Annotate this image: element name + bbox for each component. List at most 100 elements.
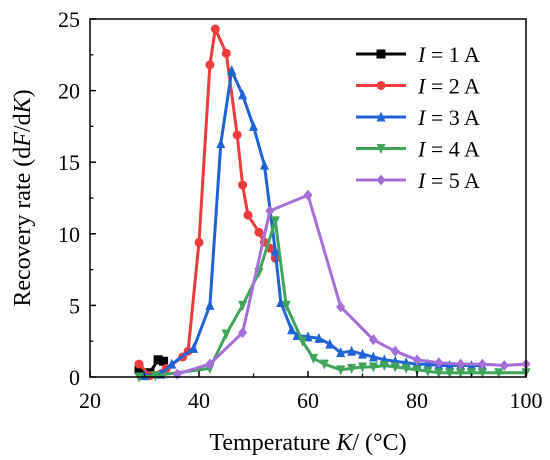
legend-label-name: 4 A	[449, 137, 480, 162]
y-tick-label: 25	[58, 7, 80, 32]
series-3a-point	[287, 324, 297, 335]
series-2a	[134, 24, 280, 381]
legend-label-var: I	[417, 168, 427, 193]
series-3a-point	[314, 332, 324, 343]
plot-marks	[134, 24, 531, 383]
legend-item: I = 2 A	[356, 74, 480, 99]
series-2a-point	[194, 237, 204, 247]
y-axis-label-post: )	[10, 89, 36, 97]
legend-label: I = 2 A	[417, 74, 480, 99]
legend-label-eq: =	[425, 105, 448, 130]
series-5a-point	[390, 345, 400, 357]
series-3a-point	[270, 245, 280, 256]
y-axis-label-var2: K	[10, 95, 36, 114]
y-tick-label: 0	[69, 365, 80, 390]
x-tick-label: 60	[297, 388, 319, 413]
x-axis-label: Temperature K/ (°C)	[209, 430, 406, 456]
series-5a-point	[412, 354, 422, 366]
legend-label-name: 5 A	[449, 168, 480, 193]
legend-label-var: I	[417, 42, 427, 67]
series-4a-point	[281, 300, 291, 311]
legend-label-eq: =	[425, 137, 448, 162]
series-2a-point	[243, 210, 253, 220]
series-3a-point	[325, 338, 335, 349]
y-axis-label-var1: F	[10, 132, 36, 148]
x-axis-label-var: K	[335, 430, 354, 456]
series-4a-point	[238, 300, 248, 311]
x-tick-label: 40	[188, 388, 210, 413]
legend-label-eq: =	[425, 42, 448, 67]
series-5a-point	[456, 358, 466, 370]
legend-label-var: I	[417, 137, 427, 162]
series-4a-point	[412, 365, 422, 376]
x-tick-label: 20	[79, 388, 101, 413]
series-5a-point	[434, 357, 444, 369]
series-3a-point	[347, 345, 357, 356]
series-4a-point	[477, 368, 487, 379]
series-1a-point	[159, 356, 169, 366]
legend-label: I = 4 A	[417, 137, 480, 162]
series-5a-point	[336, 301, 346, 313]
legend-label: I = 3 A	[417, 105, 480, 130]
legend-item: I = 1 A	[356, 42, 480, 67]
y-axis-label-mid: /d	[10, 113, 36, 132]
series-4a-point	[368, 362, 378, 373]
legend-item: I = 4 A	[356, 137, 480, 162]
series-2a-point	[134, 359, 144, 369]
series-4a-point	[423, 366, 433, 377]
series-2a-point	[221, 48, 231, 58]
series-4a-point	[336, 365, 346, 376]
series-2a-point	[238, 180, 248, 190]
legend-label: I = 1 A	[417, 42, 480, 67]
x-tick-label: 100	[510, 388, 543, 413]
series-3a-point	[238, 89, 248, 100]
series-4a-point	[358, 362, 367, 373]
legend-swatch-marker	[376, 111, 386, 122]
axis-ticks: 20 40 60 80 100 0 5 10 15 20 25	[58, 7, 543, 413]
legend-swatch-marker	[376, 81, 386, 90]
series-2a-point	[205, 60, 215, 70]
series-4a-point	[390, 362, 400, 373]
y-tick-label: 10	[58, 222, 80, 247]
series-4a-point	[445, 368, 455, 379]
series-5a	[172, 189, 531, 380]
series-3a-point	[259, 159, 269, 170]
series-2a-point	[254, 227, 264, 237]
series-4a-point	[347, 363, 357, 374]
series-5a-point	[499, 360, 509, 372]
series-5a-point	[238, 327, 248, 339]
y-axis-label: Recovery rate (dF/dK)	[10, 89, 36, 306]
x-tick-label: 80	[406, 388, 428, 413]
series-4a-point	[456, 368, 466, 379]
legend-swatch-marker	[376, 174, 386, 186]
series-1a-point	[153, 355, 163, 365]
legend-swatch-marker	[376, 144, 386, 154]
legend-label-eq: =	[425, 168, 448, 193]
series-5a-point	[172, 368, 182, 380]
legend-label-name: 1 A	[449, 42, 480, 67]
series-3a-point	[276, 297, 286, 308]
series-4a-point	[494, 368, 504, 379]
legend-item: I = 3 A	[356, 105, 480, 130]
series-5a-point	[368, 334, 378, 346]
x-axis-label-pre: Temperature	[209, 430, 336, 456]
series-4a-point	[319, 359, 329, 370]
legend-label-var: I	[417, 105, 427, 130]
series-4a-point	[379, 361, 389, 372]
series-3a-point	[167, 358, 177, 369]
series-4a-point	[150, 371, 160, 382]
series-3a-point	[358, 348, 367, 359]
series-4a-point	[298, 336, 308, 347]
series-4a-point	[270, 216, 280, 227]
series-1a-point	[134, 365, 144, 375]
series-3a-point	[205, 299, 215, 310]
legend-label: I = 5 A	[417, 168, 480, 193]
y-tick-label: 20	[58, 79, 80, 104]
legend: I = 1 AI = 2 AI = 3 AI = 4 AI = 5 A	[356, 42, 480, 193]
series-2a-point	[210, 24, 220, 34]
series-4a	[134, 216, 531, 383]
series-4a-point	[221, 329, 231, 340]
series-3a-point	[227, 65, 237, 76]
legend-item: I = 5 A	[356, 168, 480, 193]
